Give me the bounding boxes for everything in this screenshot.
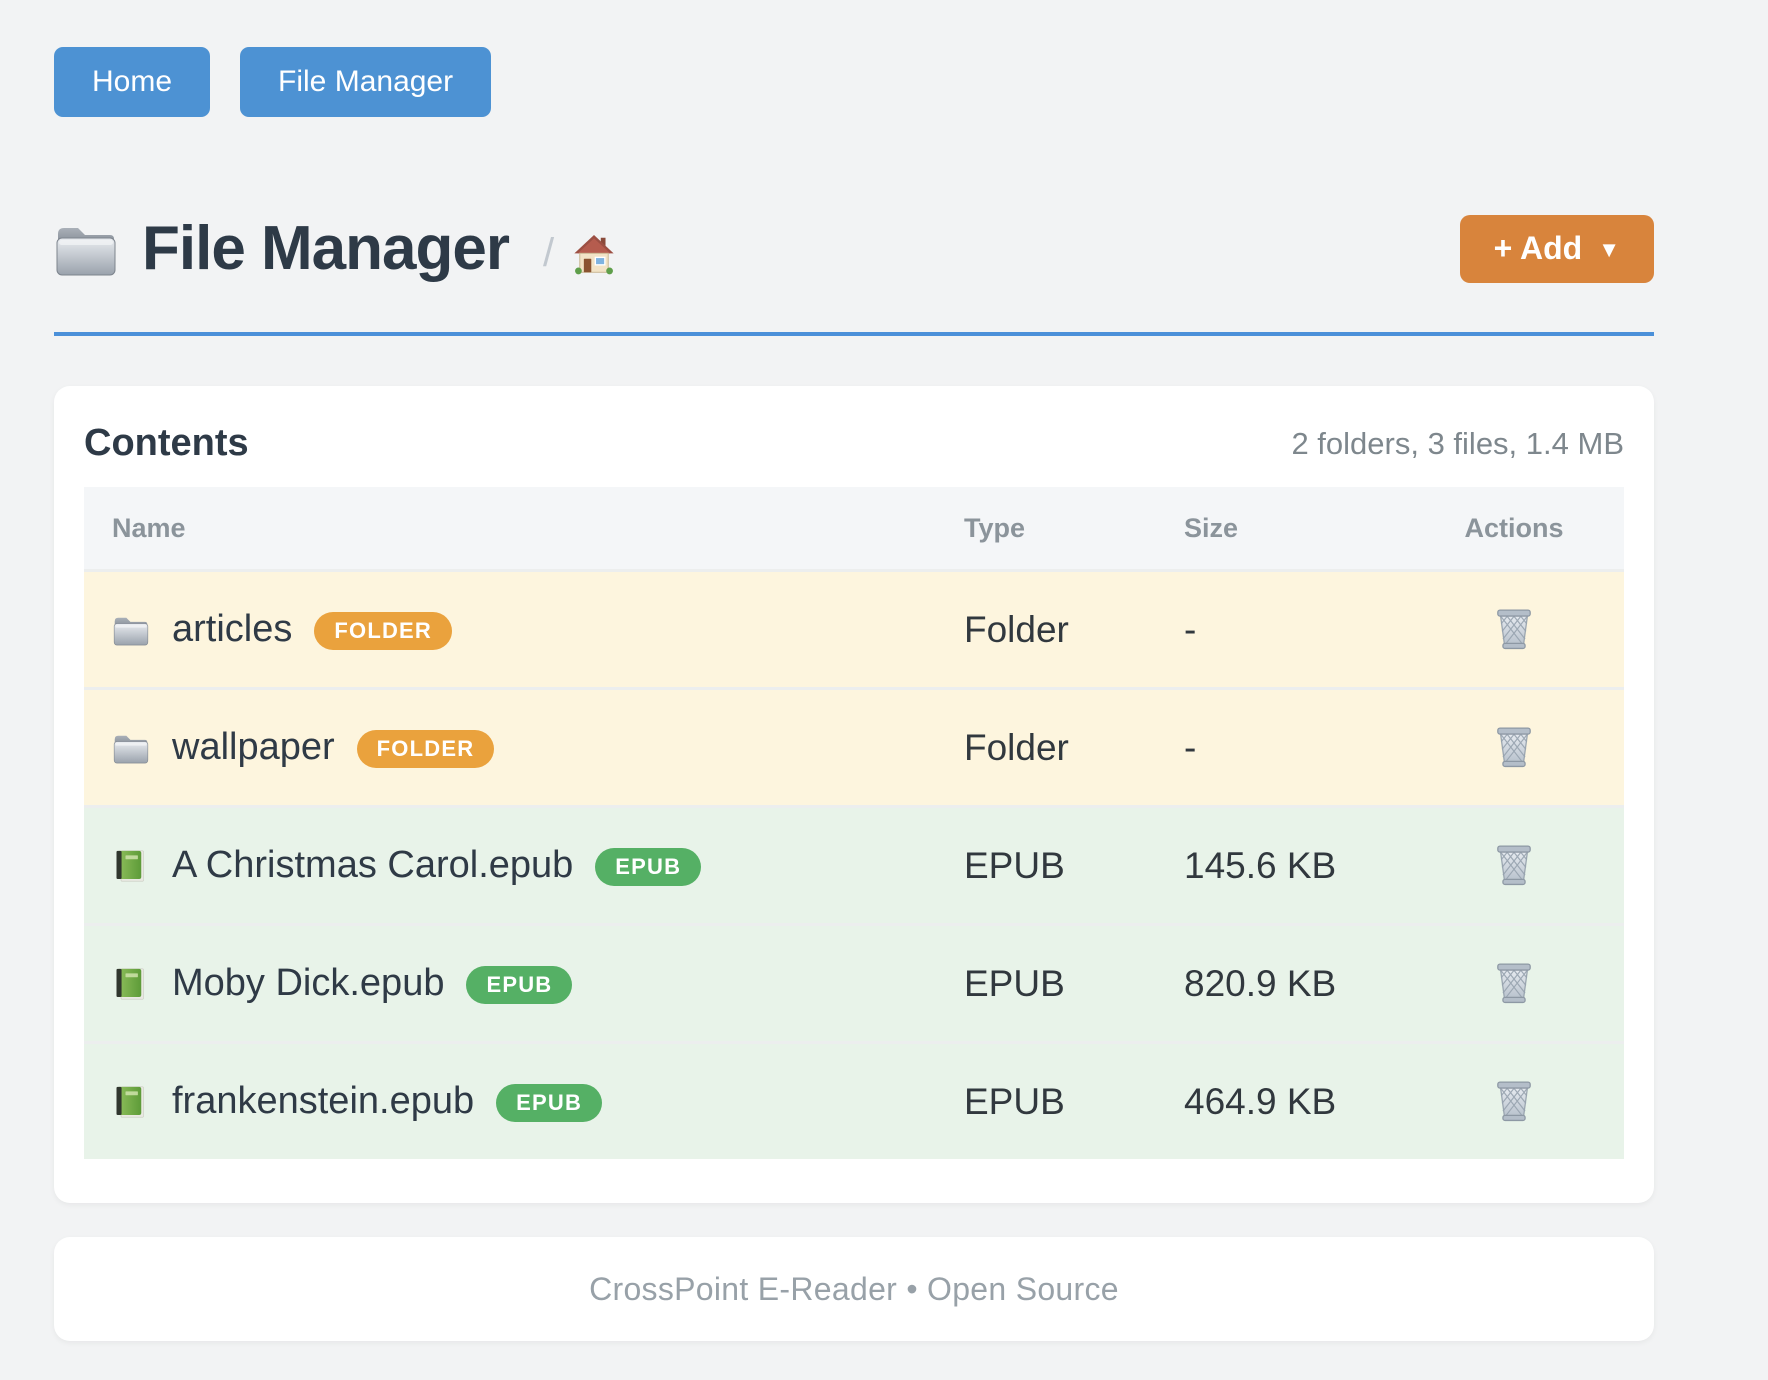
- row-actions-cell: [1404, 1073, 1624, 1130]
- row-name: A Christmas Carol.epub: [172, 844, 574, 886]
- table-row: frankenstein.epub EPUB EPUB 464.9 KB: [84, 1041, 1624, 1159]
- title-group: File Manager /: [54, 213, 616, 284]
- type-badge: EPUB: [466, 965, 573, 1004]
- home-icon[interactable]: [572, 233, 616, 275]
- add-button[interactable]: + Add ▼: [1459, 214, 1654, 283]
- contents-summary: 2 folders, 3 files, 1.4 MB: [1291, 425, 1624, 461]
- delete-button[interactable]: [1489, 601, 1539, 658]
- table-header: Name Type Size Actions: [84, 487, 1624, 569]
- file-table: Name Type Size Actions: [84, 487, 1624, 1159]
- delete-button[interactable]: [1489, 837, 1539, 894]
- type-badge: EPUB: [595, 847, 702, 886]
- row-name: frankenstein.epub: [172, 1080, 475, 1122]
- column-header-type: Type: [964, 512, 1026, 543]
- row-name-cell[interactable]: A Christmas Carol.epub EPUB: [84, 844, 964, 887]
- row-name-cell[interactable]: wallpaper FOLDER: [84, 726, 964, 769]
- page-header: File Manager / + Add ▼: [54, 213, 1654, 284]
- row-size: -: [1184, 608, 1197, 650]
- book-icon: [112, 1084, 150, 1120]
- footer-text: CrossPoint E-Reader • Open Source: [589, 1270, 1119, 1307]
- row-name: Moby Dick.epub: [172, 962, 445, 1004]
- delete-button[interactable]: [1489, 955, 1539, 1012]
- contents-title: Contents: [84, 422, 249, 464]
- type-badge: FOLDER: [314, 611, 453, 650]
- page-title: File Manager: [142, 214, 510, 283]
- row-size: 820.9 KB: [1184, 962, 1337, 1004]
- row-name-cell[interactable]: frankenstein.epub EPUB: [84, 1080, 964, 1123]
- column-header-actions: Actions: [1464, 512, 1564, 543]
- nav-file-manager-button[interactable]: File Manager: [240, 47, 492, 117]
- trash-icon: [1493, 959, 1535, 1005]
- folder-icon: [54, 218, 118, 280]
- breadcrumb-separator: /: [543, 231, 555, 275]
- row-actions-cell: [1404, 719, 1624, 776]
- table-body: articles FOLDER Folder -: [84, 569, 1624, 1159]
- delete-button[interactable]: [1489, 719, 1539, 776]
- folder-icon: [112, 730, 150, 766]
- nav-home-button[interactable]: Home: [54, 47, 211, 117]
- page-container: Home File Manager File Manager /: [54, 0, 1654, 1341]
- type-badge: FOLDER: [356, 729, 495, 768]
- row-name: articles: [172, 608, 293, 650]
- top-nav: Home File Manager: [54, 47, 1654, 117]
- row-type: Folder: [964, 608, 1069, 650]
- delete-button[interactable]: [1489, 1073, 1539, 1130]
- row-name-cell[interactable]: Moby Dick.epub EPUB: [84, 962, 964, 1005]
- add-button-label: + Add: [1493, 230, 1583, 266]
- trash-icon: [1493, 1077, 1535, 1123]
- footer: CrossPoint E-Reader • Open Source: [54, 1237, 1654, 1341]
- contents-card: Contents 2 folders, 3 files, 1.4 MB Name…: [54, 386, 1654, 1203]
- row-type: EPUB: [964, 962, 1065, 1004]
- trash-icon: [1493, 723, 1535, 769]
- title-divider: [54, 332, 1654, 336]
- type-badge: EPUB: [496, 1083, 603, 1122]
- row-size: -: [1184, 726, 1197, 768]
- row-type: Folder: [964, 726, 1069, 768]
- trash-icon: [1493, 841, 1535, 887]
- column-header-size: Size: [1184, 512, 1239, 543]
- row-name: wallpaper: [172, 726, 335, 768]
- row-name-cell[interactable]: articles FOLDER: [84, 608, 964, 651]
- book-icon: [112, 848, 150, 884]
- table-row: A Christmas Carol.epub EPUB EPUB 145.6 K…: [84, 805, 1624, 923]
- row-size: 145.6 KB: [1184, 844, 1337, 886]
- table-row: articles FOLDER Folder -: [84, 569, 1624, 687]
- row-actions-cell: [1404, 955, 1624, 1012]
- row-type: EPUB: [964, 1080, 1065, 1122]
- row-actions-cell: [1404, 837, 1624, 894]
- row-type: EPUB: [964, 844, 1065, 886]
- trash-icon: [1493, 605, 1535, 651]
- table-row: Moby Dick.epub EPUB EPUB 820.9 KB: [84, 923, 1624, 1041]
- chevron-down-icon: ▼: [1598, 236, 1620, 262]
- contents-header: Contents 2 folders, 3 files, 1.4 MB: [84, 416, 1624, 465]
- book-icon: [112, 966, 150, 1002]
- row-actions-cell: [1404, 601, 1624, 658]
- table-row: wallpaper FOLDER Folder -: [84, 687, 1624, 805]
- row-size: 464.9 KB: [1184, 1080, 1337, 1122]
- column-header-name: Name: [112, 512, 186, 543]
- folder-icon: [112, 612, 150, 648]
